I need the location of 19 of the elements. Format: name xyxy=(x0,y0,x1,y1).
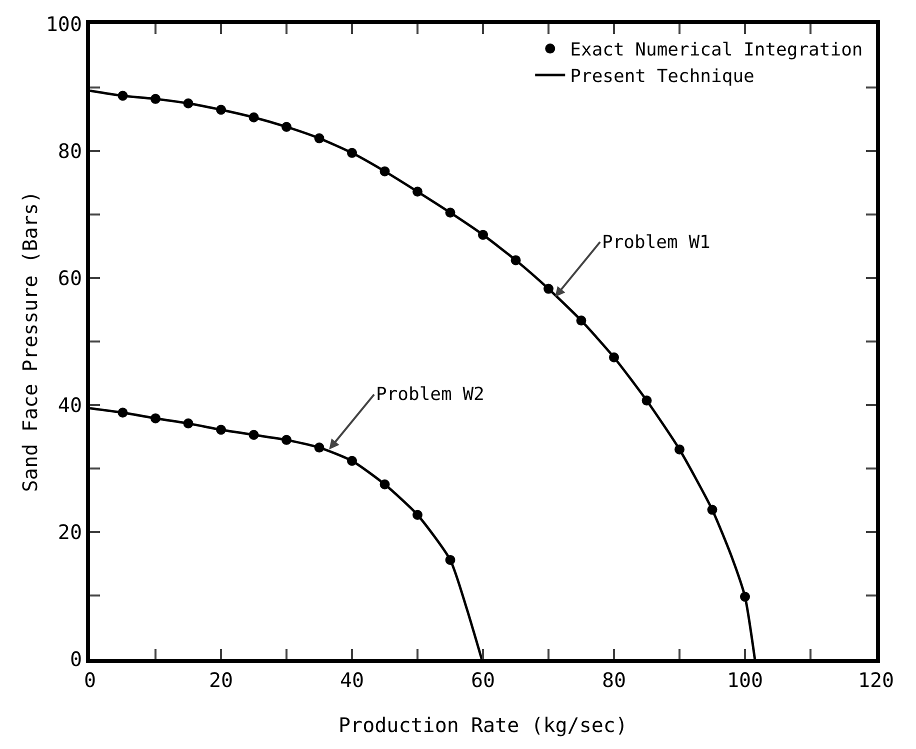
x-tick-label: 0 xyxy=(84,668,96,692)
x-tick-label: 20 xyxy=(208,668,234,692)
x-tick-label: 40 xyxy=(340,668,364,692)
annotation: Problem W1 xyxy=(602,232,710,253)
y-axis-title: Sand Face Pressure (Bars) xyxy=(18,190,42,492)
x-tick-label: 120 xyxy=(858,668,894,692)
x-tick-label: 60 xyxy=(470,668,496,692)
legend-label: Exact Numerical Integration xyxy=(570,40,863,61)
legend-label: Present Technique xyxy=(570,66,754,87)
y-tick-label: 100 xyxy=(46,12,82,36)
x-tick-label: 80 xyxy=(602,668,626,692)
annotation: Problem W2 xyxy=(376,384,484,405)
x-axis-title: Production Rate (kg/sec) xyxy=(338,713,628,737)
y-tick-label: 20 xyxy=(58,520,82,544)
y-tick-label: 0 xyxy=(70,647,82,671)
y-tick-label: 80 xyxy=(58,139,82,163)
y-tick-label: 60 xyxy=(58,266,82,290)
y-tick-label: 40 xyxy=(58,393,82,417)
x-tick-label: 100 xyxy=(726,668,764,692)
